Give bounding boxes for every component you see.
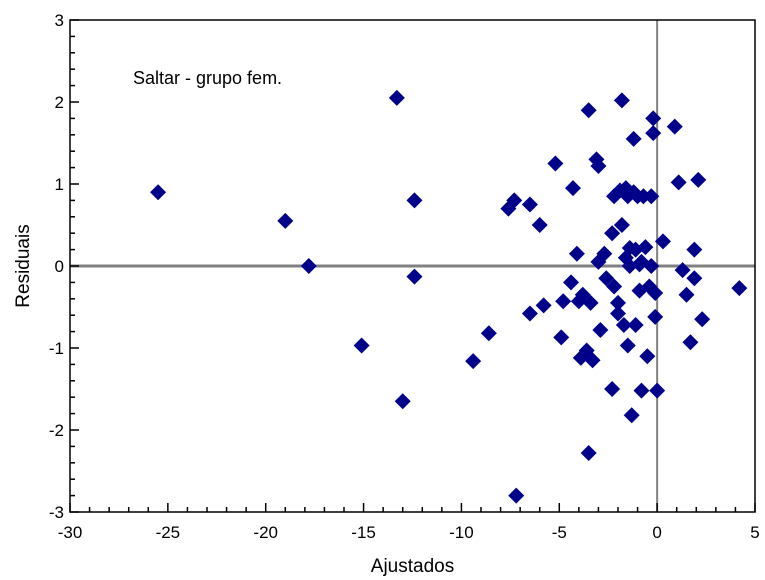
data-point [637, 239, 654, 256]
data-point [670, 174, 687, 191]
y-tick-label: -2 [49, 421, 64, 440]
data-point [647, 308, 664, 325]
data-point [521, 305, 538, 322]
y-tick-label: 0 [55, 257, 64, 276]
data-point [633, 382, 650, 399]
x-axis-ticks: -30 -25 -20 -15 -10 -5 0 5 [58, 503, 760, 542]
data-point [598, 270, 615, 287]
data-point [568, 245, 585, 262]
data-point [535, 297, 552, 314]
y-tick-label: 3 [55, 11, 64, 30]
data-point [531, 217, 548, 233]
data-point [580, 102, 597, 119]
y-axis-title: Residuais [13, 224, 34, 307]
data-point [480, 325, 497, 342]
x-tick-label: -10 [449, 523, 474, 542]
data-point [610, 305, 626, 322]
data-point [388, 89, 405, 106]
y-tick-label: -1 [49, 339, 64, 358]
data-point [666, 118, 683, 135]
data-point [604, 381, 621, 397]
data-point [623, 407, 640, 424]
x-tick-label: -25 [156, 523, 181, 542]
data-point [694, 311, 711, 328]
data-point [564, 180, 581, 197]
x-tick-label: 0 [652, 523, 661, 542]
data-point [649, 382, 666, 399]
data-point [604, 225, 621, 242]
data-point [553, 329, 570, 346]
data-point [465, 353, 482, 370]
data-points [150, 89, 748, 504]
data-point [619, 337, 636, 354]
x-tick-label: -30 [58, 523, 83, 542]
data-point [277, 212, 294, 229]
data-point [645, 110, 662, 127]
data-point [625, 130, 642, 147]
data-point [590, 157, 607, 174]
data-point [580, 444, 597, 461]
data-point [655, 233, 672, 250]
data-point [643, 188, 660, 205]
data-point [353, 337, 370, 354]
data-point [613, 92, 630, 109]
data-point [563, 274, 580, 291]
y-axis-ticks: -3 -2 -1 0 1 2 3 [49, 11, 79, 522]
data-point [615, 317, 632, 334]
data-point [645, 125, 662, 142]
data-point [674, 262, 691, 279]
data-point [584, 352, 601, 369]
data-point [521, 196, 538, 213]
x-tick-label: -20 [253, 523, 278, 542]
data-point [406, 192, 423, 209]
data-point [574, 286, 591, 303]
data-point [555, 293, 572, 310]
data-point [606, 278, 623, 295]
data-point [300, 258, 317, 274]
data-point [406, 268, 423, 285]
data-point [610, 294, 626, 311]
data-point [500, 200, 517, 217]
data-point [506, 192, 523, 209]
data-point [547, 155, 564, 172]
x-tick-label: 5 [750, 523, 759, 542]
data-point [592, 321, 609, 338]
x-axis-title: Ajustados [371, 556, 454, 577]
data-point [686, 241, 703, 258]
data-point [596, 245, 613, 262]
data-point [731, 280, 748, 297]
data-point [643, 258, 660, 274]
data-point [613, 217, 630, 233]
y-tick-label: -3 [49, 503, 64, 522]
chart-annotation: Saltar - grupo fem. [133, 68, 282, 88]
data-point [647, 285, 664, 302]
y-tick-label: 2 [55, 93, 64, 112]
y-tick-label: 1 [55, 175, 64, 194]
data-point [508, 487, 525, 504]
x-tick-label: -5 [552, 523, 567, 542]
data-point [682, 334, 699, 351]
data-point [150, 184, 167, 201]
data-point [678, 286, 695, 303]
data-point [394, 393, 411, 410]
data-point [639, 348, 656, 365]
data-point [686, 270, 703, 287]
data-point [582, 294, 599, 311]
data-point [690, 171, 707, 188]
x-tick-label: -15 [351, 523, 376, 542]
data-point [627, 317, 644, 334]
